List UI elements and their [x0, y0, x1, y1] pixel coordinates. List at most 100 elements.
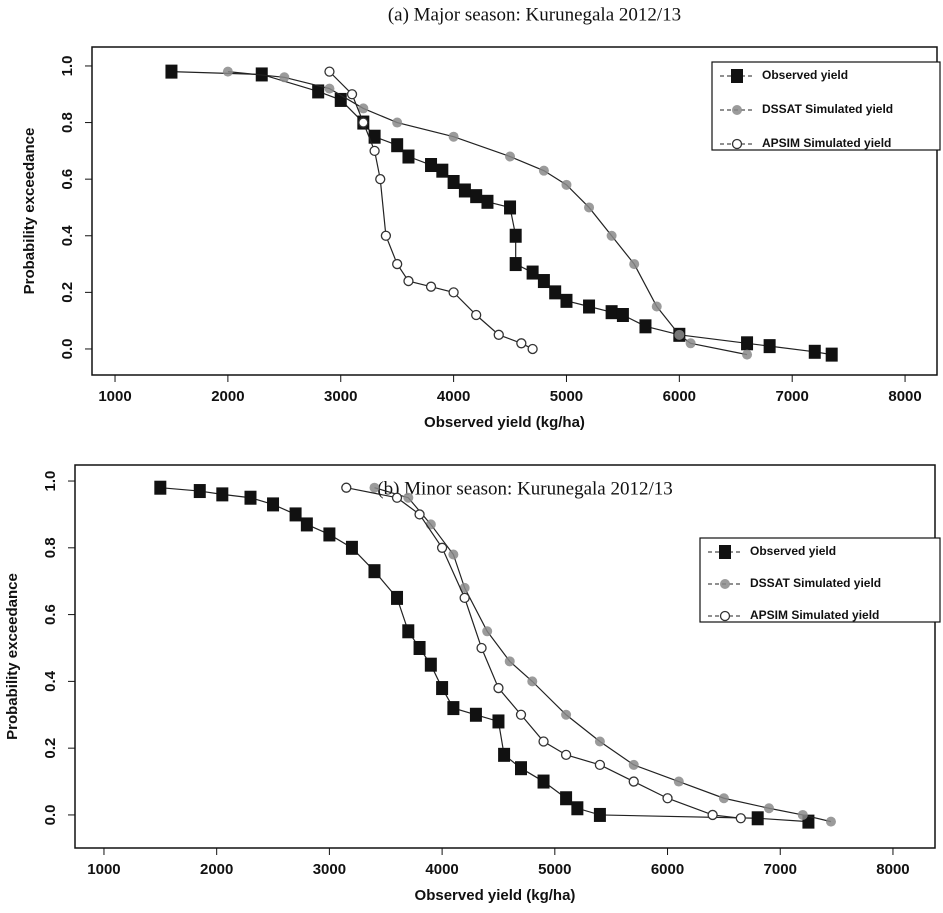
- x-tick-label: 2000: [200, 861, 233, 878]
- marker: [549, 285, 562, 300]
- marker: [493, 682, 504, 694]
- x-tick-label: 8000: [888, 388, 921, 405]
- marker: [425, 158, 438, 173]
- chart-title: (b) Minor season: Kurunegala 2012/13: [377, 478, 673, 499]
- marker: [515, 709, 527, 720]
- x-tick-label: 6000: [651, 861, 684, 878]
- marker: [731, 138, 743, 150]
- marker: [481, 194, 494, 209]
- marker: [448, 287, 459, 298]
- y-axis-label: Probability exceedance: [4, 573, 21, 740]
- marker: [616, 308, 629, 323]
- marker: [222, 66, 233, 77]
- marker: [797, 809, 808, 820]
- marker: [594, 736, 605, 747]
- marker: [593, 807, 606, 822]
- marker: [391, 492, 403, 503]
- marker: [425, 281, 437, 292]
- marker: [323, 527, 336, 542]
- marker: [471, 309, 482, 321]
- marker: [509, 228, 522, 243]
- legend: Observed yield DSSAT Simulated yield APSIM…: [711, 61, 941, 151]
- marker: [515, 761, 528, 776]
- marker: [741, 336, 754, 351]
- marker: [492, 714, 505, 729]
- marker: [731, 69, 743, 83]
- marker: [324, 66, 335, 77]
- marker: [628, 776, 639, 787]
- marker: [312, 84, 325, 99]
- marker: [267, 497, 280, 512]
- y-tick-label: 0.2: [59, 282, 76, 303]
- marker: [193, 484, 206, 499]
- y-tick-label: 0.6: [59, 169, 76, 190]
- marker: [526, 265, 539, 280]
- marker: [345, 540, 358, 555]
- marker: [391, 138, 404, 153]
- marker: [448, 549, 459, 560]
- marker: [732, 105, 742, 115]
- chart-title: (a) Major season: Kurunegala 2012/13: [388, 4, 681, 25]
- marker: [436, 542, 448, 553]
- x-tick-label: 2000: [211, 388, 244, 405]
- marker: [561, 709, 572, 720]
- legend-label: APSIM Simulated yield: [762, 136, 891, 150]
- x-tick-label: 1000: [98, 388, 131, 405]
- y-tick-label: 0.4: [59, 225, 76, 247]
- y-tick-label: 0.0: [59, 339, 76, 360]
- marker: [498, 747, 511, 762]
- marker: [369, 145, 380, 157]
- y-tick-label: 0.8: [59, 112, 76, 133]
- marker: [560, 293, 573, 308]
- marker: [674, 329, 685, 340]
- x-tick-label: 7000: [776, 388, 809, 405]
- marker: [289, 507, 302, 522]
- marker: [527, 343, 538, 355]
- series-line: [374, 487, 832, 823]
- marker: [216, 487, 229, 502]
- marker: [369, 482, 380, 493]
- marker: [392, 258, 403, 270]
- series-line: [346, 487, 741, 819]
- marker: [403, 492, 414, 503]
- marker: [476, 642, 487, 654]
- marker: [719, 610, 731, 622]
- marker: [482, 626, 493, 637]
- marker: [324, 83, 335, 94]
- marker: [358, 117, 369, 128]
- marker: [825, 347, 838, 362]
- marker: [735, 813, 746, 824]
- marker: [560, 791, 573, 806]
- marker: [808, 344, 821, 359]
- marker: [763, 339, 776, 354]
- marker: [447, 701, 460, 716]
- legend-label: DSSAT Simulated yield: [762, 102, 893, 116]
- legend-box: [711, 61, 941, 151]
- marker: [673, 776, 684, 787]
- x-tick-label: 7000: [764, 861, 797, 878]
- marker: [413, 640, 426, 655]
- marker: [719, 545, 731, 559]
- marker: [402, 149, 415, 164]
- marker: [403, 275, 414, 287]
- marker: [685, 338, 696, 349]
- marker: [763, 803, 774, 814]
- panel: (b) Minor season: Kurunegala 2012/13 1000…: [4, 464, 936, 904]
- marker: [571, 801, 584, 816]
- marker: [358, 103, 369, 114]
- marker: [380, 230, 392, 241]
- marker: [368, 564, 381, 579]
- marker: [662, 793, 673, 804]
- x-axis-label: Observed yield (kg/ha): [415, 887, 576, 904]
- marker: [375, 174, 386, 185]
- plot-frame: [74, 464, 936, 849]
- series-line: [329, 71, 533, 350]
- y-tick-label: 1.0: [42, 471, 59, 492]
- marker: [459, 592, 470, 604]
- marker: [751, 811, 764, 826]
- marker: [560, 749, 572, 760]
- marker: [346, 89, 358, 100]
- x-tick-label: 5000: [538, 861, 571, 878]
- marker: [504, 200, 517, 215]
